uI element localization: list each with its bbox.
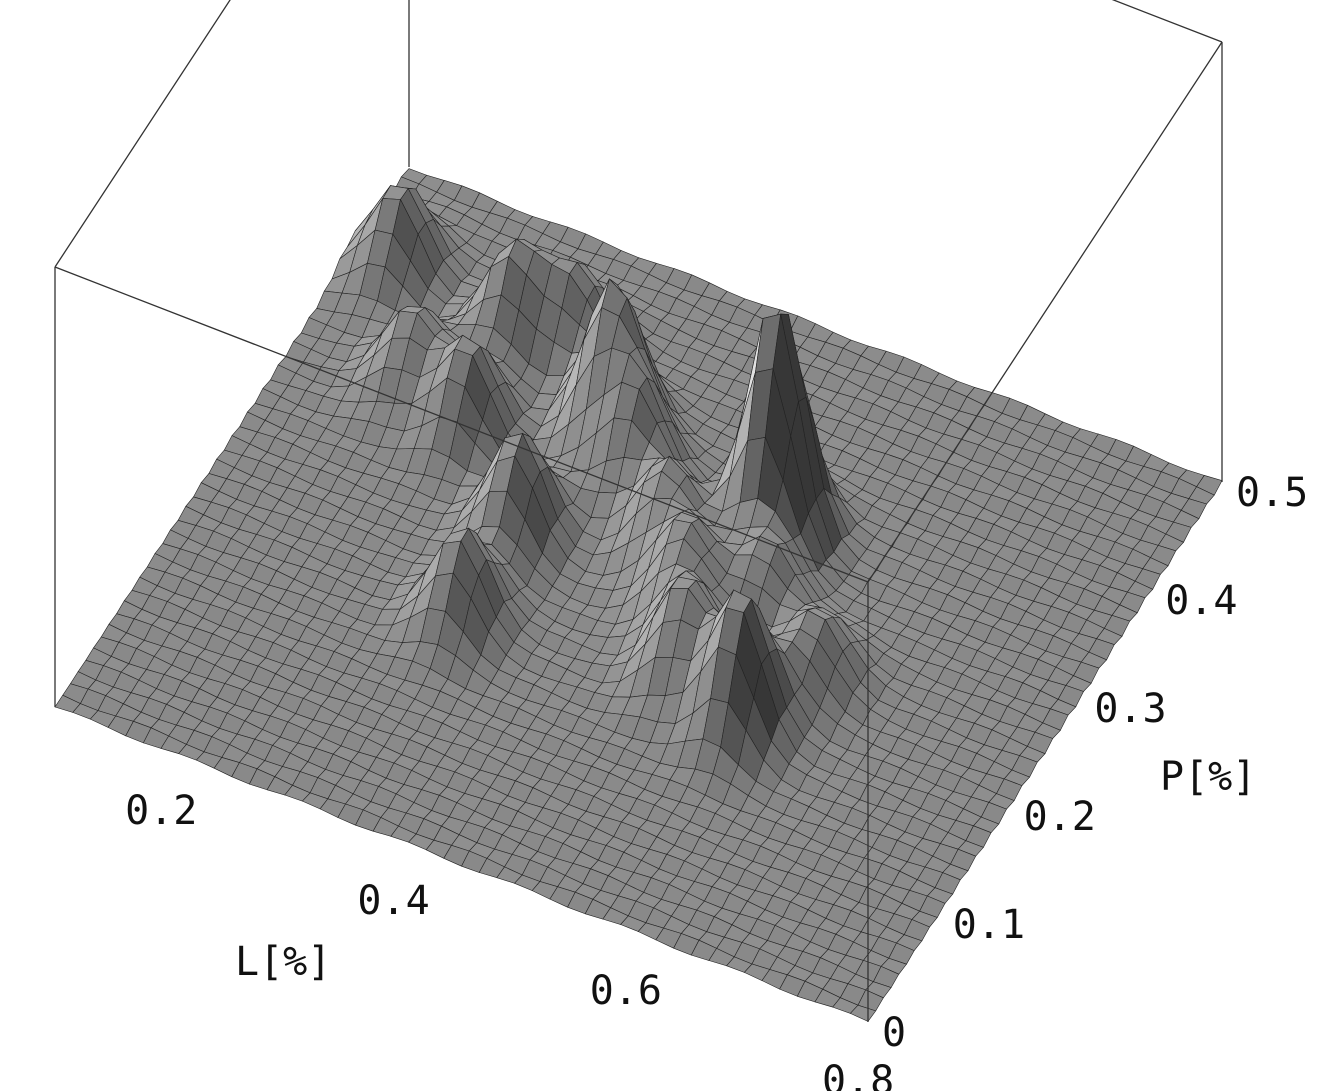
p-tick-label: 0.5 (1236, 470, 1308, 516)
l-tick-label: 0.6 (590, 968, 662, 1014)
p-tick-label: 0.1 (953, 902, 1025, 948)
surface-mesh (54, 168, 1223, 1022)
bounding-box-front (54, 41, 1223, 1022)
l-axis-title: L[%] (235, 939, 331, 985)
l-tick-label: 0.2 (125, 788, 197, 834)
l-tick-label: 0.4 (357, 878, 429, 924)
p-axis-ticks: 0 0.1 0.2 0.3 0.4 0.5 (882, 470, 1308, 1056)
surface-patch (849, 1004, 877, 1022)
box-edge (54, 266, 869, 583)
box-edge (1111, 0, 1223, 43)
p-axis-title: P[%] (1160, 754, 1256, 800)
box-edge (867, 41, 1223, 583)
p-tick-label: 0.3 (1094, 686, 1166, 732)
p-tick-label: 0 (882, 1010, 906, 1056)
box-edge (54, 0, 231, 268)
p-tick-label: 0.4 (1165, 578, 1237, 624)
l-tick-label: 0.8 (822, 1058, 894, 1091)
bounding-box-back (54, 0, 1223, 707)
l-axis-ticks: 0.2 0.4 0.6 0.8 (125, 788, 894, 1091)
p-tick-label: 0.2 (1024, 794, 1096, 840)
